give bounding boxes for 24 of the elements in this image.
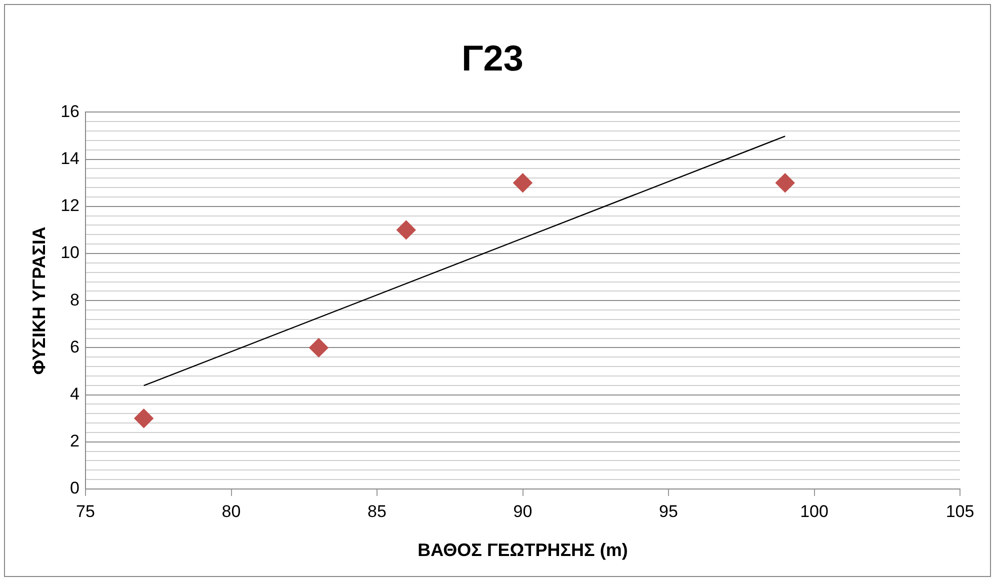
y-tick-label: 4	[70, 384, 80, 404]
x-tick-label: 90	[513, 502, 532, 521]
x-axis-title: ΒΑΘΟΣ ΓΕΩΤΡΗΣΗΣ (m)	[418, 540, 628, 560]
y-tick-label: 6	[70, 337, 80, 356]
point	[776, 173, 795, 192]
x-tick-label: 80	[222, 502, 241, 521]
y-tick-label: 16	[60, 102, 80, 121]
x-tick-label: 105	[946, 502, 974, 521]
y-tick-label: 12	[60, 196, 80, 216]
point	[396, 220, 416, 240]
x-tick-label: 100	[800, 502, 828, 521]
y-tick-label: 0	[70, 478, 80, 498]
point	[513, 173, 532, 192]
y-tick-label: 14	[60, 148, 80, 168]
y-axis-title: ΦΥΣΙΚΗ ΥΓΡΑΣΙΑ	[28, 226, 49, 375]
x-tick-label: 75	[76, 502, 95, 521]
point	[309, 338, 328, 358]
y-tick-label: 2	[70, 432, 80, 451]
point	[134, 408, 154, 428]
x-tick-label: 95	[659, 502, 678, 521]
y-tick-label: 8	[70, 290, 80, 310]
y-tick-label: 10	[60, 243, 80, 262]
chart-title: Γ23	[462, 38, 524, 79]
x-tick-label: 85	[368, 502, 386, 521]
